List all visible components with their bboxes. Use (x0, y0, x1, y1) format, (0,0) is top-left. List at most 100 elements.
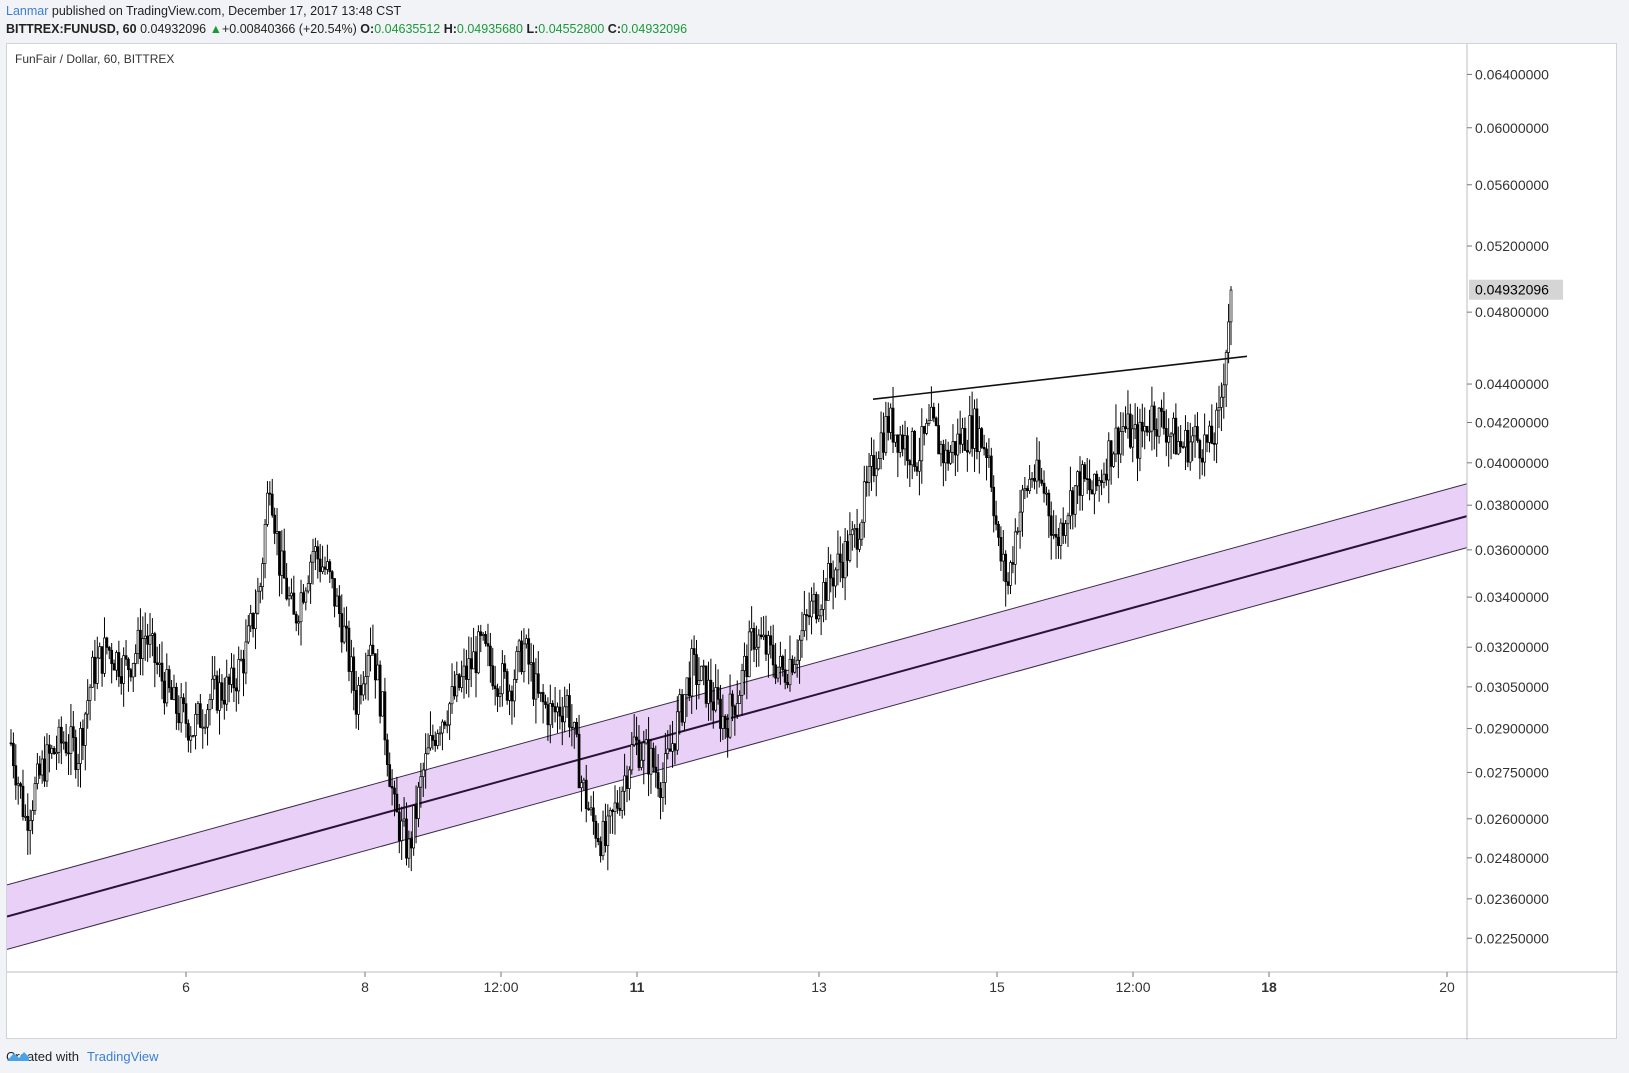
candle (1136, 406, 1139, 482)
candle (850, 521, 854, 551)
candle (1119, 412, 1123, 464)
candle (1155, 418, 1159, 457)
candle-body (323, 566, 327, 570)
candle-body (963, 427, 967, 451)
candle-body (287, 595, 291, 600)
y-tick-label: 0.05200000 (1475, 238, 1549, 254)
candle-body (683, 694, 686, 723)
candle (884, 401, 888, 456)
candle (1191, 427, 1195, 462)
candle (788, 635, 792, 692)
candle-body (553, 706, 557, 713)
candle-body (831, 577, 835, 587)
candle (462, 648, 466, 699)
candle-body (903, 435, 907, 450)
tradingview-brand-link[interactable]: TradingView (86, 1049, 159, 1064)
y-tick-label: 0.02750000 (1475, 764, 1549, 780)
candle (752, 622, 756, 663)
candle-body (302, 592, 305, 603)
candle (745, 644, 749, 700)
candle (1083, 462, 1087, 482)
author-link[interactable]: Lanmar (6, 4, 49, 18)
candle-body (1076, 471, 1079, 487)
price-chart[interactable]: 0.06400000 0.06000000 0.05600000 0.05200000… (7, 44, 1618, 1040)
candle-body (551, 703, 555, 707)
candle-body (119, 676, 123, 684)
candle-body (345, 625, 348, 629)
candle-body (954, 441, 957, 456)
candle-body (829, 563, 833, 579)
candle (1018, 489, 1022, 549)
candle-body (1016, 530, 1020, 533)
candle-body (28, 820, 32, 831)
candle-body (546, 704, 550, 726)
candle-body (309, 561, 312, 584)
candle (877, 451, 881, 471)
candle (52, 746, 56, 755)
candle-body (862, 481, 866, 523)
candle-body (16, 783, 20, 786)
candle (314, 537, 317, 571)
candle-body (357, 685, 360, 715)
time-axis[interactable]: 6 8 12:00 11 13 15 12:00 18 20 (182, 972, 1455, 995)
candle-body (79, 728, 82, 764)
candle-body (1121, 426, 1125, 432)
candle (419, 762, 423, 808)
candle-body (709, 679, 713, 703)
price-axis[interactable]: 0.06400000 0.06000000 0.05600000 0.05200000… (1467, 66, 1563, 946)
candle (1169, 431, 1173, 460)
y-tick-label: 0.04200000 (1475, 414, 1549, 430)
candle-body (930, 406, 933, 421)
candle-body (505, 671, 509, 701)
candle-body (397, 811, 401, 841)
candle (182, 693, 185, 713)
candle-body (886, 416, 890, 433)
candle (457, 672, 461, 691)
candle (565, 689, 569, 718)
candle (1208, 420, 1211, 453)
chart-panel[interactable]: 0.06400000 0.06000000 0.05600000 0.05200000… (6, 43, 1618, 1040)
candle (973, 399, 976, 472)
candle (222, 677, 226, 720)
candle-body (1069, 490, 1072, 517)
candle (177, 695, 181, 731)
candle (232, 654, 236, 703)
candle-body (400, 820, 404, 841)
candle-body (649, 747, 653, 775)
candle (112, 659, 116, 671)
candle-body (965, 450, 969, 453)
candle (855, 508, 859, 568)
candle (695, 639, 698, 710)
candle-body (71, 726, 75, 738)
candle-body (891, 407, 895, 443)
candle (836, 530, 840, 586)
candle (273, 507, 277, 545)
candle (237, 646, 241, 705)
candle (546, 697, 550, 741)
candle-body (783, 669, 787, 683)
candle (385, 733, 389, 777)
candle-body (755, 646, 758, 650)
candle (838, 536, 842, 583)
candle (100, 646, 104, 687)
candle-body (695, 654, 698, 685)
candle (623, 753, 626, 816)
candle-body (1001, 553, 1005, 562)
candle-body (850, 529, 854, 536)
candle (110, 642, 114, 684)
channel-lower-line (7, 547, 1468, 950)
candle (1033, 464, 1036, 490)
candle-body (807, 615, 811, 618)
candle (1184, 415, 1187, 471)
candle-body (36, 763, 39, 784)
candle-body (316, 546, 320, 560)
candle-body (1131, 428, 1135, 448)
candle (656, 754, 660, 798)
candle-body (129, 669, 133, 678)
candle (297, 615, 300, 636)
candle-body (297, 621, 300, 624)
candle (860, 519, 864, 546)
candle (529, 643, 533, 682)
candle-body (666, 748, 670, 755)
candle-body (270, 493, 274, 516)
